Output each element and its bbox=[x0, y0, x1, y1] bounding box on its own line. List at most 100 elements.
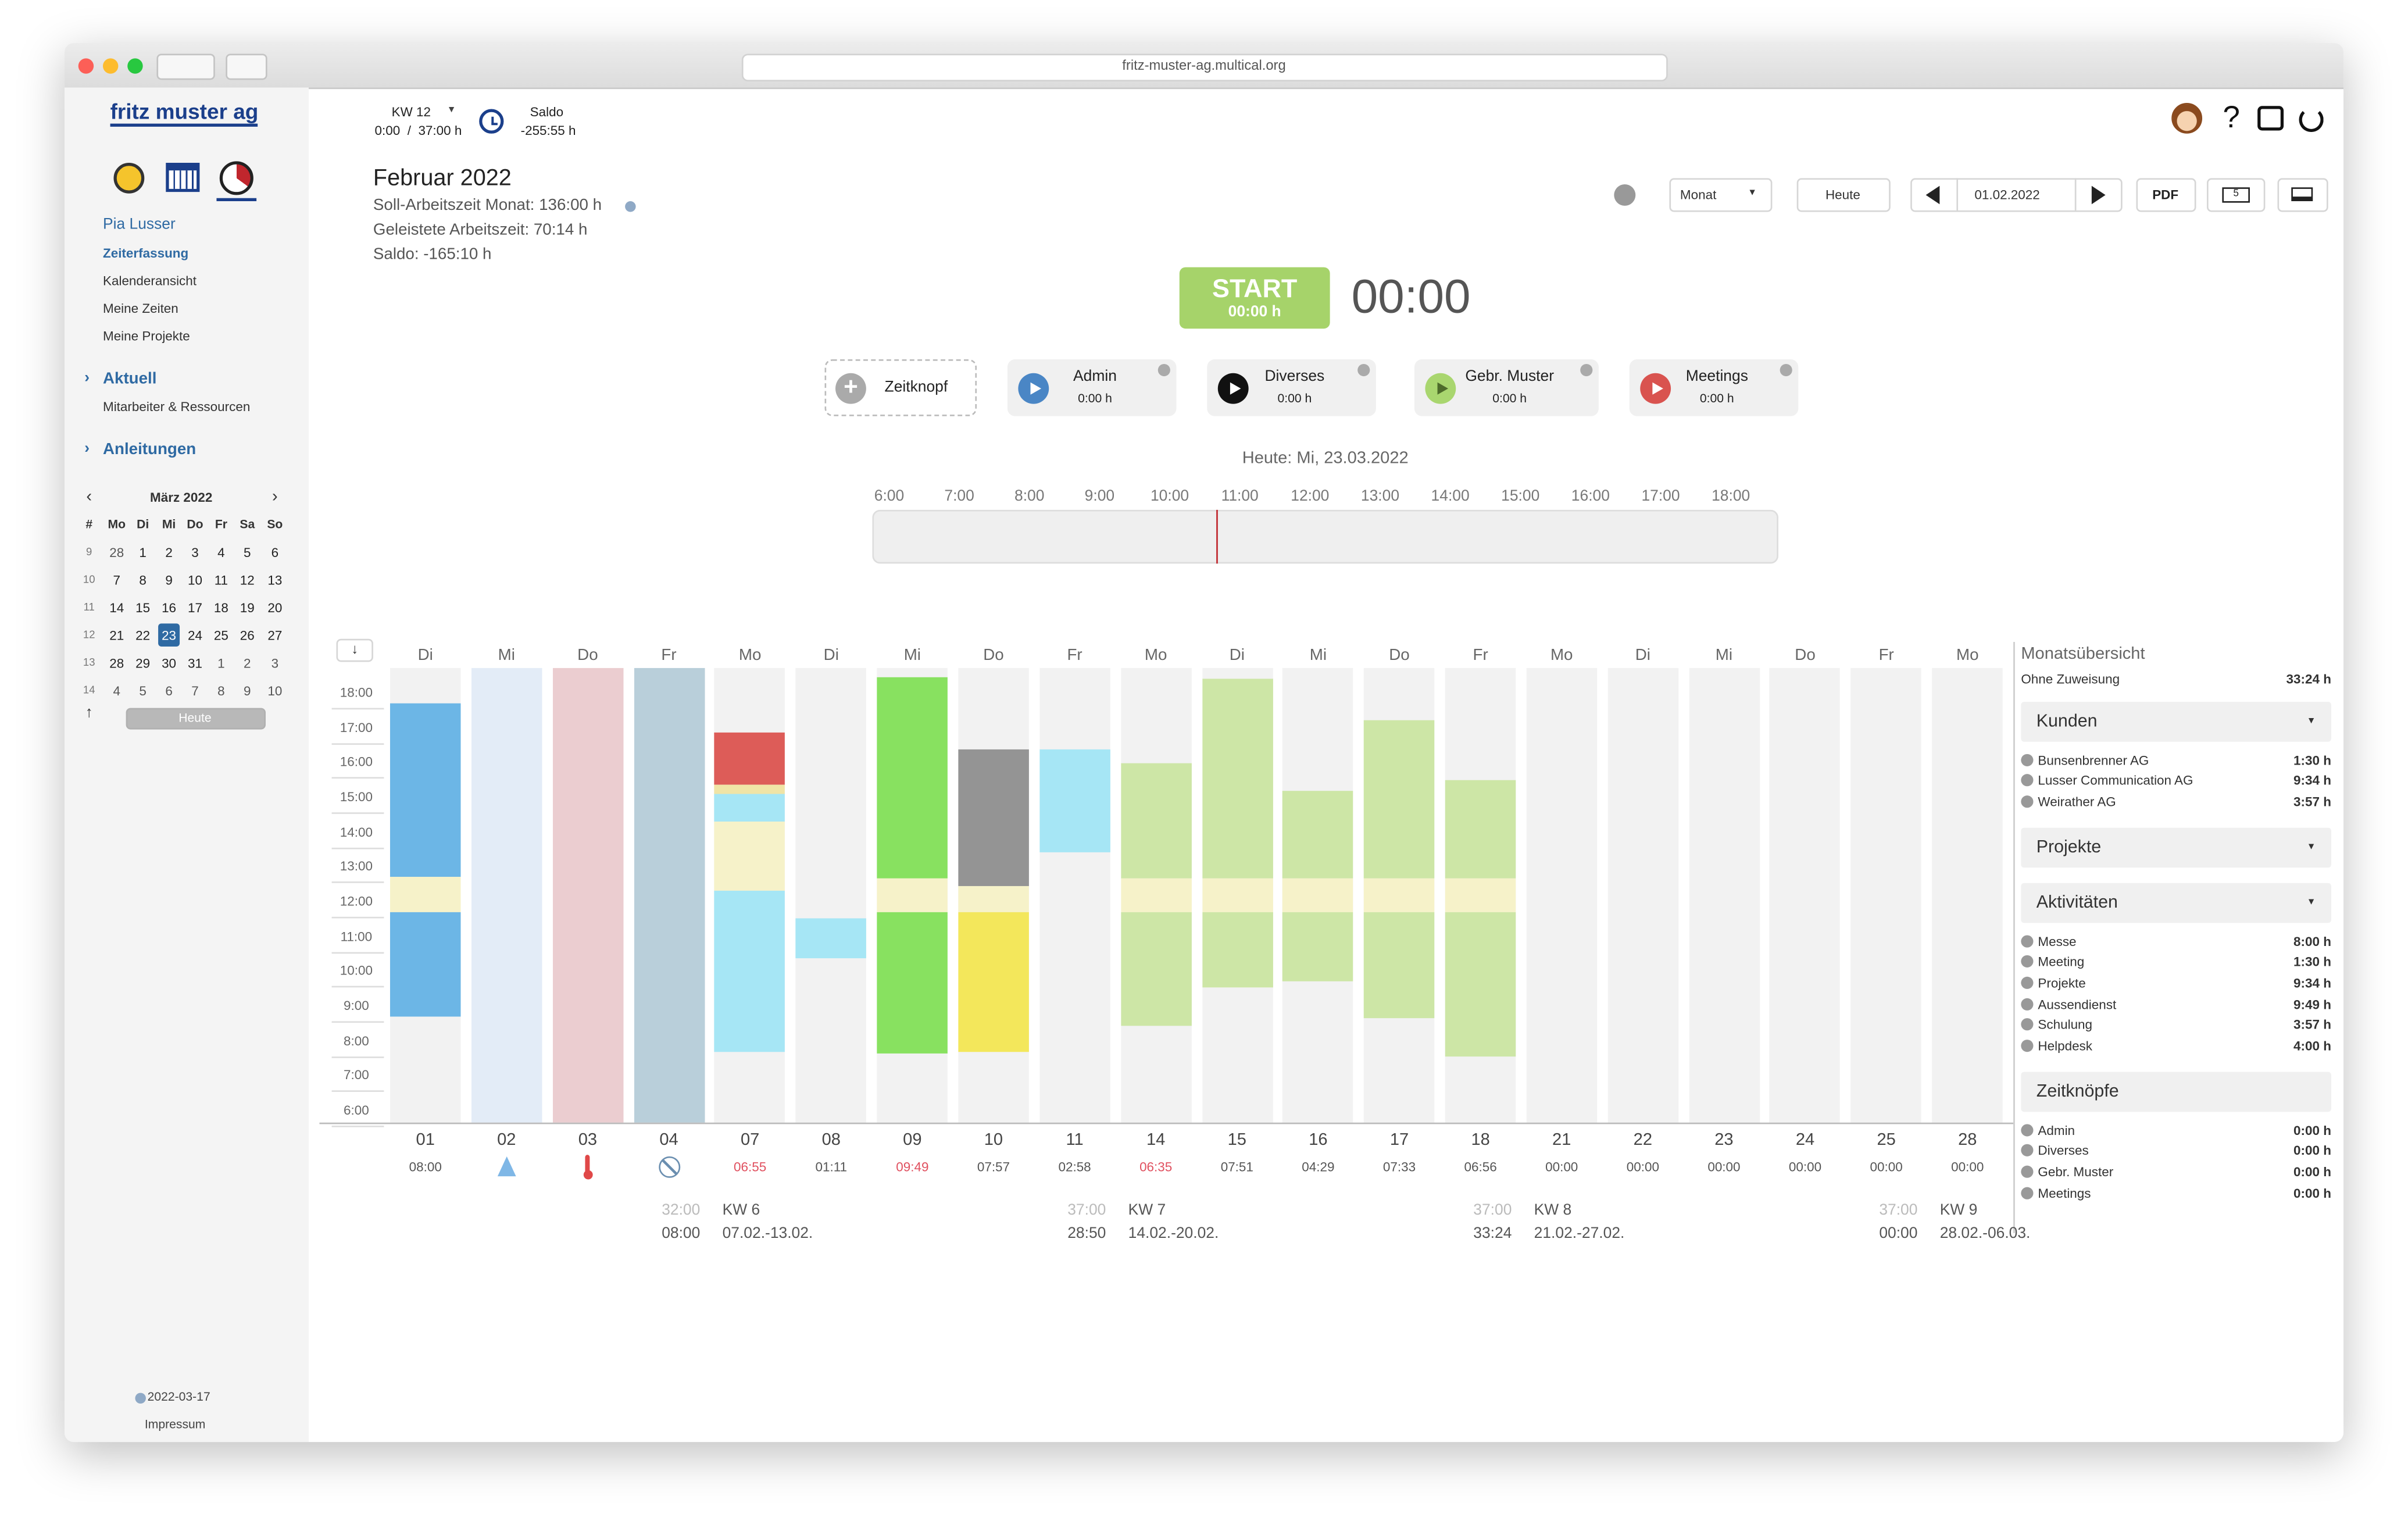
day-cell[interactable]: 16 bbox=[162, 600, 177, 616]
collapse-button[interactable] bbox=[336, 638, 373, 662]
time-entry[interactable] bbox=[958, 886, 1029, 912]
expand-icon[interactable] bbox=[2021, 934, 2034, 947]
day-cell[interactable]: 4 bbox=[217, 544, 225, 560]
layout-button[interactable] bbox=[2277, 178, 2328, 212]
time-button-time[interactable]: 0:00 h bbox=[1699, 391, 1734, 406]
day-cell[interactable]: 17 bbox=[187, 600, 202, 616]
export-icon[interactable] bbox=[2257, 106, 2284, 131]
time-entry[interactable] bbox=[958, 912, 1029, 1052]
group-header[interactable]: Kunden ▼ bbox=[2021, 701, 2331, 741]
day-cell[interactable]: 4 bbox=[113, 683, 121, 699]
next-button[interactable] bbox=[2091, 185, 2106, 205]
time-entry[interactable] bbox=[1202, 679, 1273, 879]
today-control[interactable] bbox=[1796, 178, 1891, 212]
expand-icon[interactable] bbox=[2021, 1040, 2034, 1052]
day-column[interactable] bbox=[1932, 667, 2003, 1123]
day-column[interactable] bbox=[1770, 667, 1841, 1123]
pdf-button[interactable] bbox=[2136, 178, 2196, 212]
group-header[interactable]: Projekte ▼ bbox=[2021, 827, 2331, 867]
time-entry[interactable] bbox=[1120, 878, 1191, 912]
url-box[interactable] bbox=[741, 53, 1668, 81]
day-cell[interactable]: 1 bbox=[217, 655, 225, 671]
nav-link[interactable]: Zeiterfassung bbox=[102, 245, 189, 261]
add-button[interactable] bbox=[824, 359, 977, 416]
time-entry[interactable] bbox=[714, 732, 785, 785]
day-cell[interactable]: 6 bbox=[271, 544, 279, 560]
calendar-icon[interactable] bbox=[166, 162, 200, 192]
today-button[interactable] bbox=[126, 708, 266, 730]
day-cell[interactable]: 26 bbox=[240, 627, 255, 644]
day-cell[interactable]: 22 bbox=[135, 627, 151, 644]
day-cell[interactable]: 3 bbox=[191, 544, 199, 560]
day-cell[interactable]: 9 bbox=[165, 572, 173, 588]
time-entry[interactable] bbox=[1445, 912, 1516, 1057]
day-cell[interactable]: 28 bbox=[109, 655, 124, 671]
time-button-time[interactable]: 0:00 h bbox=[1492, 391, 1527, 406]
today-control-label[interactable]: Heute bbox=[1825, 187, 1860, 202]
time-entry[interactable] bbox=[390, 877, 461, 912]
day-cell[interactable]: 13 bbox=[267, 572, 283, 588]
expand-icon[interactable] bbox=[2021, 1144, 2034, 1157]
time-entry[interactable] bbox=[714, 794, 785, 822]
expand-icon[interactable] bbox=[2021, 1123, 2034, 1136]
time-entry[interactable] bbox=[1364, 878, 1435, 912]
time-entry[interactable] bbox=[1282, 878, 1354, 912]
day-cell[interactable]: 6 bbox=[165, 683, 173, 699]
section-title[interactable]: Aktuell bbox=[102, 369, 157, 388]
day-column[interactable] bbox=[1850, 667, 1922, 1123]
group-title[interactable]: Projekte bbox=[2036, 838, 2102, 857]
expand-icon[interactable] bbox=[2021, 976, 2034, 989]
day-column[interactable] bbox=[1688, 667, 1760, 1123]
start-button[interactable] bbox=[1179, 267, 1330, 329]
expand-icon[interactable] bbox=[2021, 795, 2034, 808]
time-button-time[interactable]: 0:00 h bbox=[1277, 391, 1312, 406]
day-column[interactable] bbox=[1039, 667, 1110, 1123]
day-column[interactable] bbox=[1526, 667, 1597, 1123]
group-title[interactable]: Kunden bbox=[2036, 712, 2098, 731]
day-column[interactable] bbox=[552, 667, 623, 1123]
prev-button[interactable] bbox=[1925, 185, 1940, 205]
day-cell[interactable]: 5 bbox=[139, 683, 147, 699]
day-cell[interactable]: 20 bbox=[267, 600, 283, 616]
day-column[interactable] bbox=[1607, 667, 1678, 1123]
day-cell[interactable]: 23 bbox=[162, 627, 177, 644]
group-title[interactable]: Aktivitäten bbox=[2036, 893, 2118, 912]
time-button-name[interactable]: Gebr. Muster bbox=[1465, 368, 1555, 385]
day-cell[interactable]: 8 bbox=[139, 572, 147, 588]
group-title[interactable]: Zeitknöpfe bbox=[2036, 1082, 2119, 1101]
time-entry[interactable] bbox=[714, 890, 785, 1052]
day-cell[interactable]: 19 bbox=[240, 600, 255, 616]
month-prev[interactable]: ‹ bbox=[86, 487, 92, 506]
time-entry[interactable] bbox=[1282, 912, 1354, 981]
time-entry[interactable] bbox=[1445, 780, 1516, 879]
time-entry[interactable] bbox=[1364, 720, 1435, 879]
day-cell[interactable]: 7 bbox=[113, 572, 121, 588]
time-entry[interactable] bbox=[1202, 912, 1273, 988]
expand-icon[interactable] bbox=[2021, 774, 2034, 787]
today-button-label[interactable]: Heute bbox=[178, 711, 212, 725]
day-cell[interactable]: 11 bbox=[214, 572, 228, 588]
day-cell[interactable]: 21 bbox=[109, 627, 124, 644]
zoom-button[interactable] bbox=[127, 58, 143, 74]
day-cell[interactable]: 18 bbox=[213, 600, 228, 616]
section-title[interactable]: Anleitungen bbox=[102, 440, 197, 459]
day-cell[interactable]: 5 bbox=[244, 544, 251, 560]
days-label[interactable]: 5 bbox=[2233, 188, 2239, 199]
minimize-button[interactable] bbox=[102, 58, 119, 74]
time-entry[interactable] bbox=[1282, 791, 1354, 879]
pdf-label[interactable]: PDF bbox=[2152, 187, 2179, 202]
day-cell[interactable]: 28 bbox=[109, 544, 124, 560]
back-button[interactable] bbox=[156, 53, 215, 80]
add-label[interactable]: Zeitknopf bbox=[884, 379, 948, 397]
time-entry[interactable] bbox=[1202, 878, 1273, 912]
day-cell[interactable]: 25 bbox=[213, 627, 228, 644]
help-icon[interactable]: ? bbox=[2223, 101, 2240, 135]
day-cell[interactable]: 7 bbox=[191, 683, 199, 699]
day-cell[interactable]: 15 bbox=[135, 600, 151, 616]
time-entry[interactable] bbox=[390, 912, 461, 1017]
day-cell[interactable]: 12 bbox=[240, 572, 255, 588]
collapse-arrow[interactable]: ↓ bbox=[351, 641, 359, 657]
time-entry[interactable] bbox=[1120, 912, 1191, 1026]
time-entry[interactable] bbox=[1120, 763, 1191, 879]
start-label[interactable]: START bbox=[1212, 274, 1298, 304]
